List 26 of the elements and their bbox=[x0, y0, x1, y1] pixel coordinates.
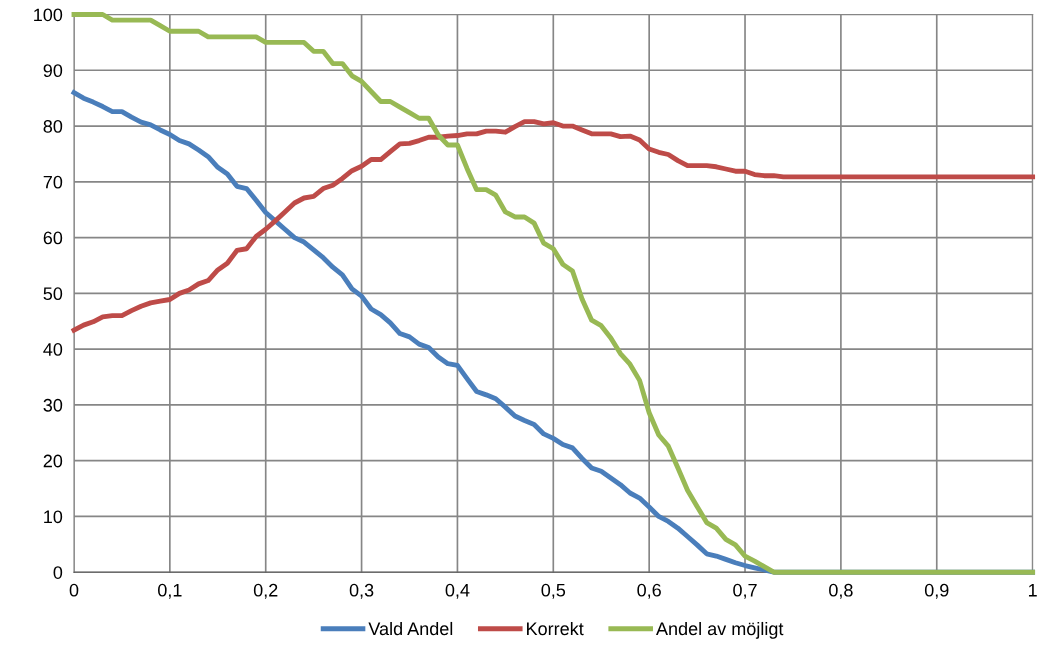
x-tick-label: 0 bbox=[69, 583, 79, 597]
legend-label: Vald Andel bbox=[368, 621, 453, 636]
x-tick-label: 0,1 bbox=[158, 583, 182, 599]
x-tick-label: 1 bbox=[1028, 583, 1037, 597]
legend-label: Korrekt bbox=[527, 621, 584, 636]
y-tick-label: 50 bbox=[43, 287, 63, 301]
y-tick-label: 100 bbox=[34, 8, 63, 22]
legend-label: Andel av möjligt bbox=[656, 621, 784, 639]
x-tick-label: 0,2 bbox=[253, 583, 278, 599]
x-tick-label: 0,7 bbox=[733, 583, 757, 599]
x-tick-label: 0,9 bbox=[924, 583, 949, 599]
y-tick-label: 90 bbox=[43, 64, 63, 78]
y-tick-label: 30 bbox=[43, 398, 63, 412]
y-tick-label: 0 bbox=[53, 566, 63, 579]
x-tick-label: 0,6 bbox=[637, 583, 661, 599]
y-tick-label: 60 bbox=[43, 231, 63, 245]
y-tick-label: 70 bbox=[43, 175, 63, 189]
x-tick-label: 0,5 bbox=[541, 583, 566, 599]
x-tick-label: 0,4 bbox=[445, 583, 470, 599]
x-tick-label: 0,8 bbox=[829, 583, 853, 599]
x-tick-label: 0,3 bbox=[349, 583, 374, 599]
y-tick-label: 40 bbox=[43, 343, 63, 356]
y-tick-label: 80 bbox=[43, 119, 63, 133]
y-tick-label: 20 bbox=[43, 454, 63, 468]
y-tick-label: 10 bbox=[44, 510, 63, 524]
line-series bbox=[71, 119, 1036, 333]
